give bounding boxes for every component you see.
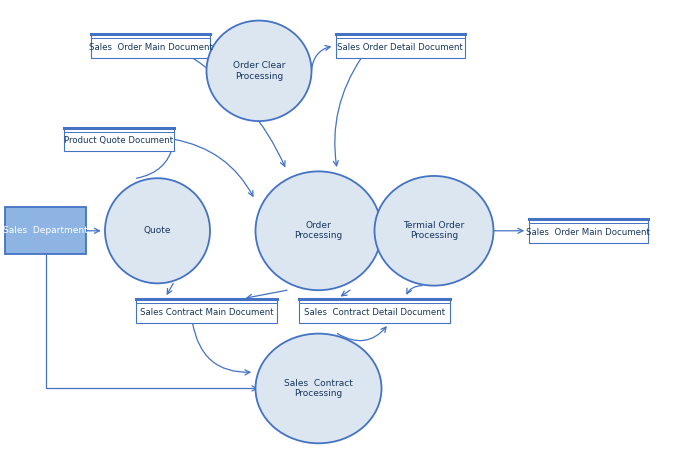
Ellipse shape bbox=[374, 176, 493, 286]
Bar bbox=[91, 34, 210, 58]
Ellipse shape bbox=[105, 178, 210, 283]
Text: Sales  Contract Detail Document: Sales Contract Detail Document bbox=[304, 308, 445, 317]
Bar bbox=[64, 128, 174, 151]
Bar bbox=[528, 219, 648, 243]
Text: Sales  Contract
Processing: Sales Contract Processing bbox=[284, 379, 353, 398]
Text: Order
Processing: Order Processing bbox=[295, 221, 342, 240]
Text: Quote: Quote bbox=[144, 226, 172, 235]
Text: Order Clear
Processing: Order Clear Processing bbox=[233, 61, 285, 80]
Text: Sales  Order Main Document: Sales Order Main Document bbox=[89, 43, 212, 52]
Text: Sales  Order Main Document: Sales Order Main Document bbox=[526, 228, 650, 237]
FancyBboxPatch shape bbox=[6, 207, 85, 254]
Ellipse shape bbox=[256, 171, 382, 290]
Text: Sales  Department: Sales Department bbox=[3, 226, 88, 235]
Text: Sales Contract Main Document: Sales Contract Main Document bbox=[140, 308, 273, 317]
Text: Product Quote Document: Product Quote Document bbox=[64, 136, 174, 145]
Text: Termial Order
Processing: Termial Order Processing bbox=[403, 221, 465, 240]
Bar bbox=[136, 299, 276, 323]
Ellipse shape bbox=[256, 334, 382, 443]
Bar bbox=[300, 299, 450, 323]
Bar bbox=[335, 34, 465, 58]
Ellipse shape bbox=[206, 21, 312, 121]
Text: Sales Order Detail Document: Sales Order Detail Document bbox=[337, 43, 463, 52]
